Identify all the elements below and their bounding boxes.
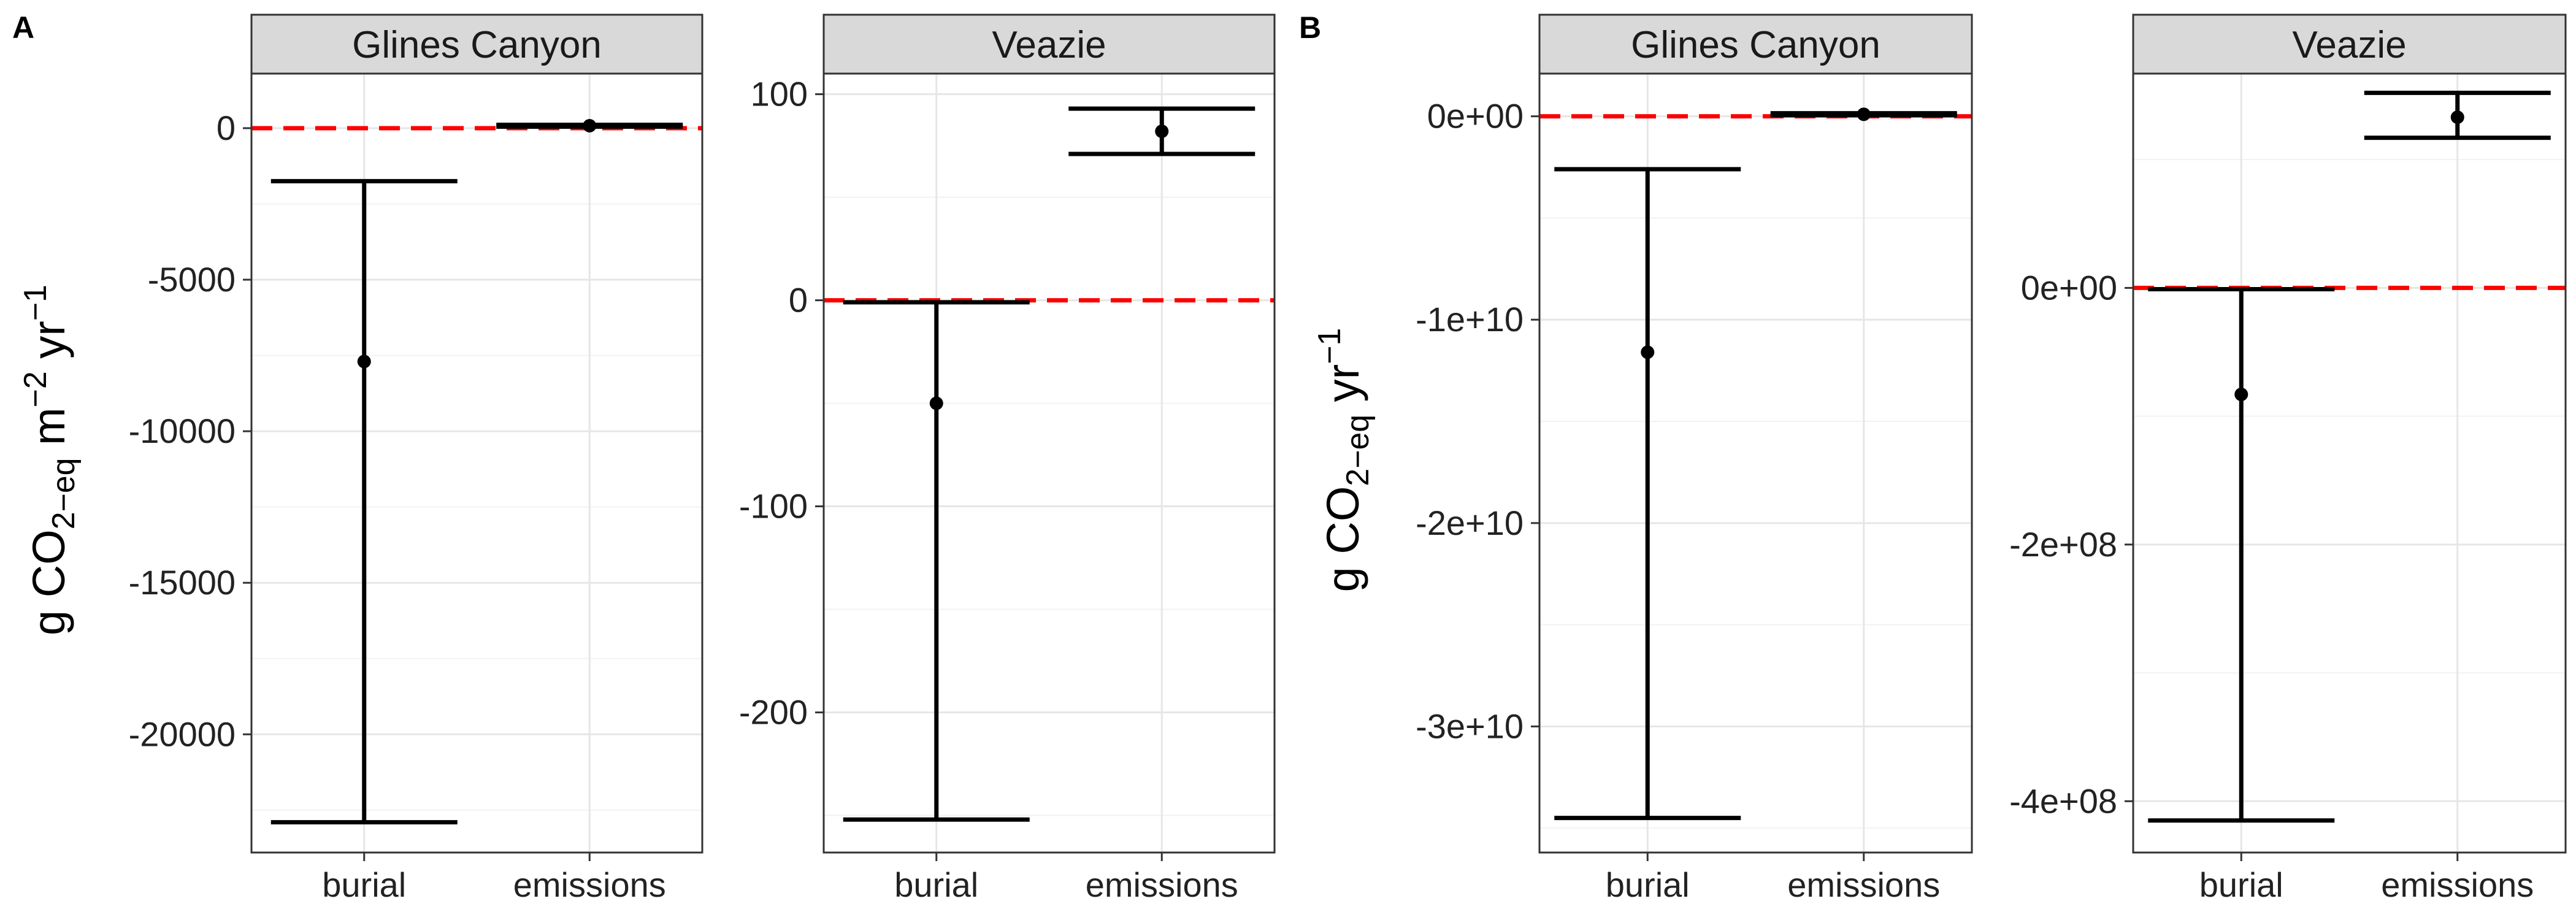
x-tick-label: emissions [1787,865,1940,904]
y-axis-title-part: g CO [1317,486,1368,592]
y-axis-title-part: 2−eq [45,458,81,530]
y-tick-label: -4e+08 [2009,781,2117,820]
panel-border [2132,72,2567,854]
data-point [357,355,371,369]
y-tick-label: -20000 [129,715,236,753]
facet-strip-label: Veazie [992,24,1106,66]
y-tick-label: 0e+00 [1427,97,1524,136]
y-axis-title-part: yr [23,321,74,371]
facet-strip [250,13,703,75]
facet: Glines Canyon 0e+00 -1e+10 -2e+10 -3e+10 buri… [1416,13,1973,904]
panel-letter: A [12,10,34,45]
facet: Veazie 100 0 -100 -200 burial emissions [739,13,1276,904]
x-tick-label: burial [2199,865,2283,904]
y-axis-title-part: g CO [23,529,74,635]
y-axis-title-part: m [23,407,74,458]
panel-background [2133,74,2566,853]
data-point [929,396,943,410]
y-axis-title-part: −1 [17,285,53,321]
y-tick-label: -100 [739,487,808,526]
panel-border [822,72,1276,854]
x-tick-label: burial [322,865,406,904]
x-tick-label: emissions [513,865,666,904]
y-tick-label: 0 [217,109,236,147]
facet: Glines Canyon 0 -5000 -10000 -15000 -20000 bur… [129,13,703,904]
y-axis-title-part: −1 [1311,328,1347,364]
y-tick-label: -15000 [129,563,236,602]
x-tick-label: emissions [1086,865,1238,904]
y-tick-label: -2e+08 [2009,525,2117,564]
y-axis-title-part: −2 [17,371,53,407]
chart-a: Ag CO2−eq m−2 yr−1 Glines Canyon 0 -5000 -10… [12,10,1276,904]
data-point [2450,110,2464,125]
facet-strip-label: Glines Canyon [352,24,602,66]
facet: Veazie 0e+00 -2e+08 -4e+08 burial emissions [2009,13,2567,904]
facet-strip [2132,13,2567,75]
y-tick-label: 0e+00 [2021,268,2117,307]
facet-strip-label: Veazie [2292,24,2406,66]
y-axis-title-part: yr [1317,364,1368,415]
y-axis-title: g CO2−eq yr−1 [1311,328,1375,592]
panel-background [251,74,702,853]
panel-border [250,72,703,854]
y-tick-label: -3e+10 [1416,707,1524,745]
facet-strip-label: Glines Canyon [1631,24,1880,66]
y-tick-label: -10000 [129,412,236,450]
y-axis-title-part: 2−eq [1340,415,1375,486]
x-tick-label: burial [1606,865,1690,904]
facet-strip [822,13,1276,75]
data-point [1857,107,1871,121]
y-axis-title: g CO2−eq m−2 yr−1 [17,285,81,635]
panel-background [1539,74,1972,853]
data-point [583,118,597,132]
panel-background [824,74,1275,853]
facet-strip [1538,13,1973,75]
y-tick-label: -5000 [148,260,236,299]
y-tick-label: 100 [751,75,808,113]
y-tick-label: 0 [789,281,808,320]
data-point [1155,125,1169,139]
data-point [2234,388,2248,402]
y-tick-label: -200 [739,693,808,732]
y-tick-label: -1e+10 [1416,300,1524,339]
x-tick-label: emissions [2381,865,2534,904]
y-tick-label: -2e+10 [1416,504,1524,542]
panel-letter: B [1299,10,1321,45]
chart-b: Bg CO2−eq yr−1 Glines Canyon 0e+00 -1e+10 -2… [1299,10,2567,904]
panel-border [1538,72,1973,854]
data-point [1641,345,1655,359]
x-tick-label: burial [894,865,978,904]
